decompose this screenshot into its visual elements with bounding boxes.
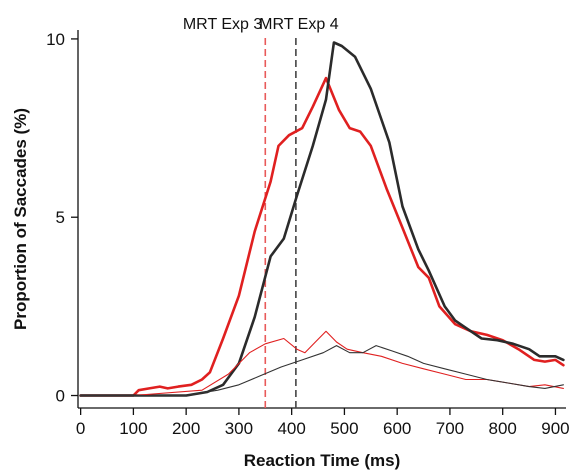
axes: 0 100 200 300 400 500 600 700 800 900 0 5 10: [46, 30, 570, 438]
series-line-2: [79, 41, 565, 397]
annotation-label: MRT Exp 3: [183, 16, 263, 33]
series-line-3: [80, 330, 564, 397]
x-axis-title: Reaction Time (ms): [244, 451, 401, 470]
series-line-4: [80, 345, 564, 397]
x-tick-label: 900: [541, 419, 569, 438]
x-tick-label: 0: [76, 419, 85, 438]
series-lines: [79, 41, 565, 397]
series-line-1: [79, 76, 565, 397]
annotation-label: MRT Exp 4: [259, 16, 339, 33]
y-axis-title: Proportion of Saccades (%): [11, 108, 30, 330]
x-tick-label: 800: [489, 419, 517, 438]
x-tick-label: 100: [119, 419, 147, 438]
y-tick-label: 5: [56, 208, 65, 227]
reference-lines: [264, 38, 297, 408]
x-tick-label: 700: [436, 419, 464, 438]
x-tick-label: 500: [330, 419, 358, 438]
x-tick-label: 400: [277, 419, 305, 438]
x-tick-label: 600: [383, 419, 411, 438]
x-tick-label: 300: [225, 419, 253, 438]
y-tick-label: 10: [46, 30, 65, 49]
x-tick-label: 200: [172, 419, 200, 438]
y-tick-label: 0: [56, 387, 65, 406]
x-axis-ticks: 0 100 200 300 400 500 600 700 800 900: [76, 408, 570, 438]
y-axis-ticks: 0 5 10: [46, 30, 78, 406]
